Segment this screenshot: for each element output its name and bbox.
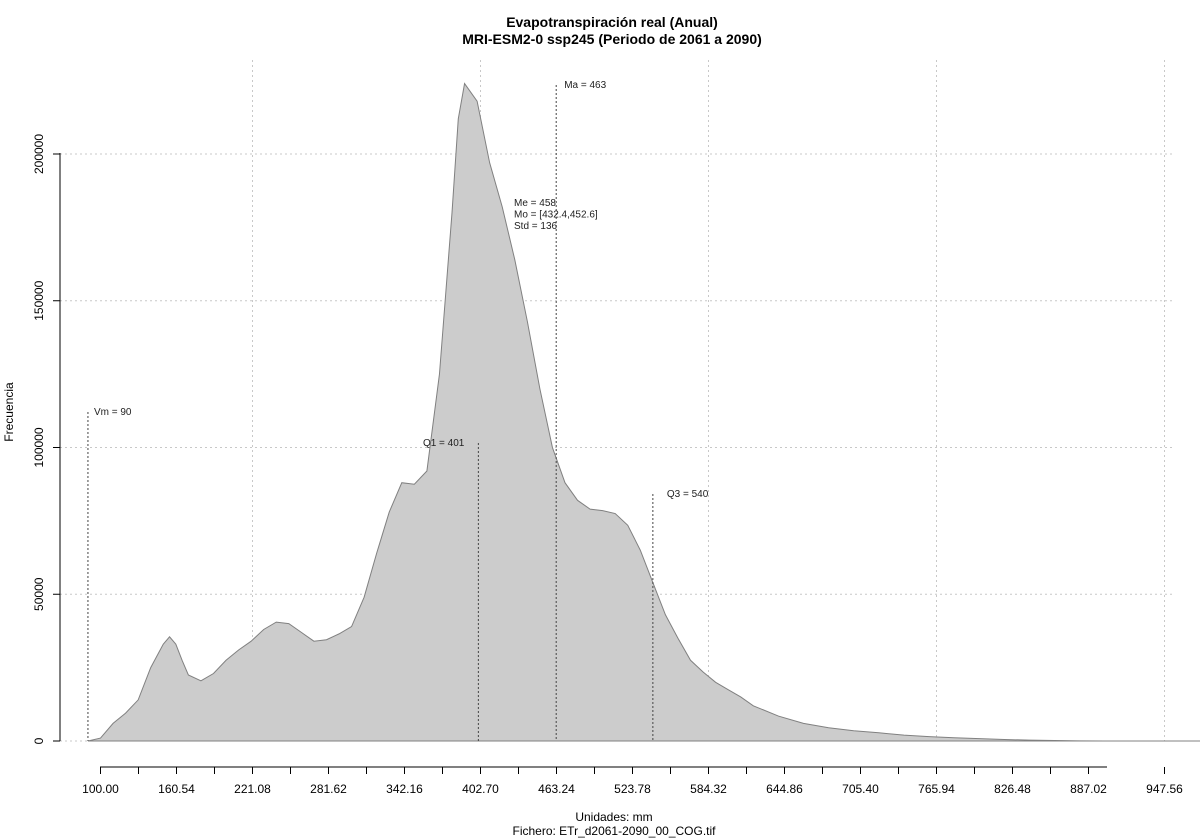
marker-label-vm: Vm = 90 (94, 407, 132, 418)
y-tick-label: 150000 (32, 280, 46, 320)
y-tick-label: 50000 (32, 577, 46, 611)
density-area (87, 82, 1200, 742)
file-name-label: Fichero: ETr_d2061-2090_00_COG.tif (513, 824, 717, 838)
x-tick-label: 947.56 (1146, 782, 1183, 796)
stat-label: Me = 458 (514, 198, 556, 209)
marker-label-q1: Q1 = 401 (423, 438, 465, 449)
x-tick-label: 887.02 (1070, 782, 1107, 796)
x-tick-label: 584.32 (690, 782, 727, 796)
chart-subtitle: MRI-ESM2-0 ssp245 (Periodo de 2061 a 209… (462, 31, 762, 47)
y-tick-label: 0 (32, 737, 46, 744)
x-tick-label: 402.70 (462, 782, 499, 796)
x-tick-label: 644.86 (766, 782, 803, 796)
marker-label-q3: Q3 = 540 (667, 489, 709, 500)
x-tick-label: 281.62 (310, 782, 347, 796)
y-axis-ticks: 0 50000 100000 150000 200000 (32, 134, 60, 744)
marker-label-ma: Ma = 463 (564, 80, 606, 91)
x-axis-label: Unidades: mm (575, 810, 652, 824)
chart-title: Evapotranspiración real (Anual) (506, 14, 718, 30)
y-tick-label: 100000 (32, 427, 46, 467)
y-tick-label: 200000 (32, 134, 46, 174)
density-area-group (87, 82, 1200, 742)
stat-label: Std = 136 (514, 221, 558, 232)
x-tick-label: 342.16 (386, 782, 423, 796)
y-axis-label: Frecuencia (2, 382, 16, 442)
x-tick-label: 765.94 (918, 782, 955, 796)
x-tick-label: 463.24 (538, 782, 575, 796)
x-axis-ticks: 100.00 160.54 221.08 281.62 342.16 402.70 463.… (82, 767, 1183, 796)
stat-label: Mo = [432.4,452.6] (514, 210, 598, 221)
x-tick-label: 705.40 (842, 782, 879, 796)
x-tick-label: 826.48 (994, 782, 1031, 796)
x-tick-label: 160.54 (158, 782, 195, 796)
x-tick-label: 523.78 (614, 782, 651, 796)
x-tick-label: 221.08 (234, 782, 271, 796)
x-tick-label: 100.00 (82, 782, 119, 796)
